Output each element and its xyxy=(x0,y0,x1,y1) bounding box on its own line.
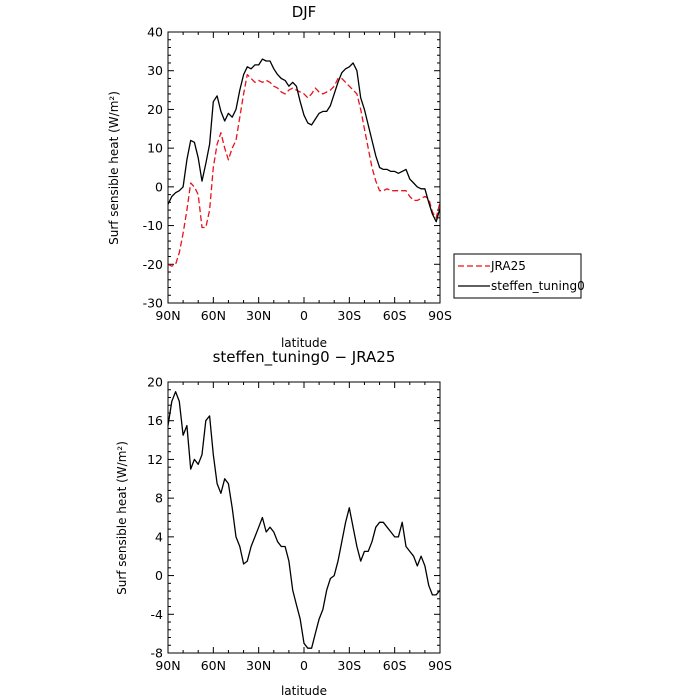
top-chart-ticks: -30 -20 -10 0 10 20 30 40 90N 60N 30N 0 30S 60S 90S xyxy=(143,25,452,324)
bottom-ytick-label: 4 xyxy=(155,529,163,544)
bottom-series-difference xyxy=(167,391,441,649)
top-ytick-label: 30 xyxy=(147,63,163,78)
top-ytick-label: 20 xyxy=(147,102,163,117)
bottom-xtick-label: 0 xyxy=(300,658,308,673)
top-xtick-label: 30S xyxy=(337,308,361,323)
bottom-chart-ticks: -8 -4 0 4 8 12 16 20 90N 60N 30N 0 30S 60S 90S xyxy=(147,375,452,674)
bottom-ytick-label: -8 xyxy=(151,646,164,661)
top-ytick-label: 10 xyxy=(147,141,163,156)
top-ytick-label: -10 xyxy=(143,218,163,233)
bottom-ytick-label: 12 xyxy=(147,452,163,467)
top-ytick-label: 40 xyxy=(147,25,163,40)
legend-box xyxy=(453,253,582,299)
bottom-ytick-label: 8 xyxy=(155,491,163,506)
bottom-ytick-label: 20 xyxy=(147,375,163,390)
bottom-xtick-label: 60N xyxy=(201,658,226,673)
bottom-ytick-label: 16 xyxy=(147,413,163,428)
legend: JRA25 steffen_tuning0 xyxy=(453,253,585,299)
top-xtick-label: 0 xyxy=(300,308,308,323)
top-series-steffen-tuning0 xyxy=(167,58,441,223)
top-xtick-label: 90N xyxy=(155,308,180,323)
bottom-xtick-label: 30N xyxy=(246,658,271,673)
top-chart-title: DJF xyxy=(292,3,317,21)
top-xtick-label: 60N xyxy=(201,308,226,323)
bottom-xtick-label: 90N xyxy=(155,658,180,673)
top-xtick-label: 90S xyxy=(428,308,452,323)
top-xtick-label: 60S xyxy=(383,308,407,323)
legend-label-jra25: JRA25 xyxy=(490,259,526,273)
bottom-chart-title: steffen_tuning0 − JRA25 xyxy=(213,348,396,367)
bottom-chart-ylabel: Surf sensible heat (W/m²) xyxy=(115,441,129,595)
bottom-ytick-label: 0 xyxy=(155,568,163,583)
top-ytick-label: -20 xyxy=(143,257,163,272)
bottom-ytick-label: -4 xyxy=(151,607,164,622)
top-chart-xlabel: latitude xyxy=(281,336,327,350)
bottom-xtick-label: 30S xyxy=(337,658,361,673)
top-chart-frame xyxy=(167,31,441,304)
top-chart-series xyxy=(167,58,441,267)
top-series-jra25 xyxy=(167,73,441,267)
bottom-xtick-label: 90S xyxy=(428,658,452,673)
bottom-chart-xlabel: latitude xyxy=(281,684,327,698)
top-chart-ylabel: Surf sensible heat (W/m²) xyxy=(107,91,121,245)
bottom-xtick-label: 60S xyxy=(383,658,407,673)
top-ytick-label: -30 xyxy=(143,296,163,311)
legend-label-steffen: steffen_tuning0 xyxy=(491,279,585,293)
bottom-chart-frame xyxy=(167,381,441,654)
bottom-chart: steffen_tuning0 − JRA25 latitude Surf se… xyxy=(115,348,452,698)
top-chart: DJF latitude Surf sensible heat (W/m²) -… xyxy=(107,3,452,350)
top-xtick-label: 30N xyxy=(246,308,271,323)
bottom-chart-series xyxy=(167,391,441,649)
top-ytick-label: 0 xyxy=(155,179,163,194)
